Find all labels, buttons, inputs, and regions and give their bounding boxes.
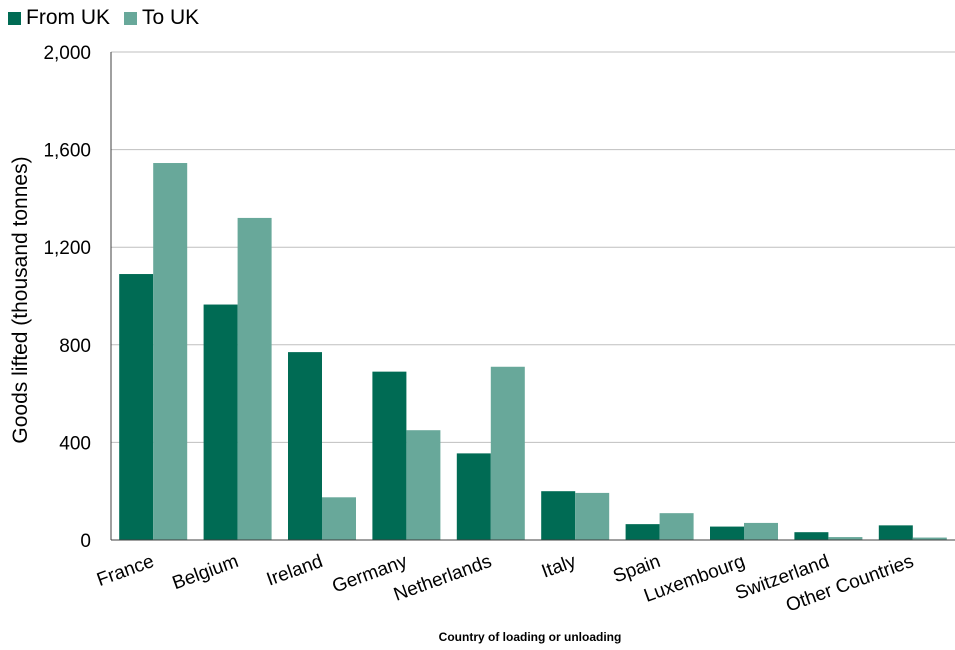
bar-to-uk [322, 497, 356, 540]
bar-from-uk [203, 304, 238, 540]
legend: From UK To UK [8, 6, 213, 30]
bar-to-uk [912, 537, 947, 540]
legend-label-from-uk: From UK [26, 6, 110, 29]
bar-from-uk [710, 526, 744, 540]
bars [119, 163, 947, 541]
legend-swatch-from-uk [8, 11, 21, 25]
bar-from-uk [288, 352, 322, 540]
bar-from-uk [878, 525, 913, 540]
bar-to-uk [406, 430, 441, 540]
bar-to-uk [153, 163, 188, 540]
legend-item-from-uk: From UK [8, 6, 110, 30]
x-tick-label: Ireland [264, 551, 326, 591]
bar-from-uk [372, 371, 407, 540]
legend-swatch-to-uk [124, 11, 137, 25]
bar-to-uk [744, 522, 778, 540]
bar-to-uk [575, 492, 610, 540]
y-tick-label: 400 [59, 433, 91, 454]
x-tick-label: Belgium [170, 551, 242, 594]
bar-to-uk [828, 537, 863, 540]
bar-to-uk [237, 217, 272, 541]
legend-label-to-uk: To UK [142, 6, 200, 29]
y-tick-label: 1,600 [43, 141, 91, 162]
bar-from-uk [541, 491, 576, 540]
x-axis-title: Country of loading or unloading [439, 630, 622, 644]
y-tick-label: 0 [80, 531, 91, 552]
bar-to-uk [659, 513, 694, 540]
y-tick-label: 800 [59, 336, 91, 357]
y-axis-title: Goods lifted (thousand tonnes) [9, 156, 32, 443]
bar-from-uk [625, 524, 660, 540]
x-tick-label: Italy [539, 551, 579, 583]
bar-from-uk [119, 274, 154, 540]
legend-item-to-uk: To UK [124, 6, 199, 30]
y-tick-label: 1,200 [43, 238, 91, 259]
x-tick-label: France [94, 551, 157, 591]
bar-from-uk [456, 453, 491, 540]
bar-from-uk [794, 532, 829, 540]
y-axis-ticks: 0 400 800 1,200 1,600 2,000 [43, 43, 91, 552]
y-tick-label: 2,000 [43, 43, 91, 64]
bar-to-uk [490, 366, 525, 540]
x-tick-label: Netherlands [391, 551, 494, 606]
